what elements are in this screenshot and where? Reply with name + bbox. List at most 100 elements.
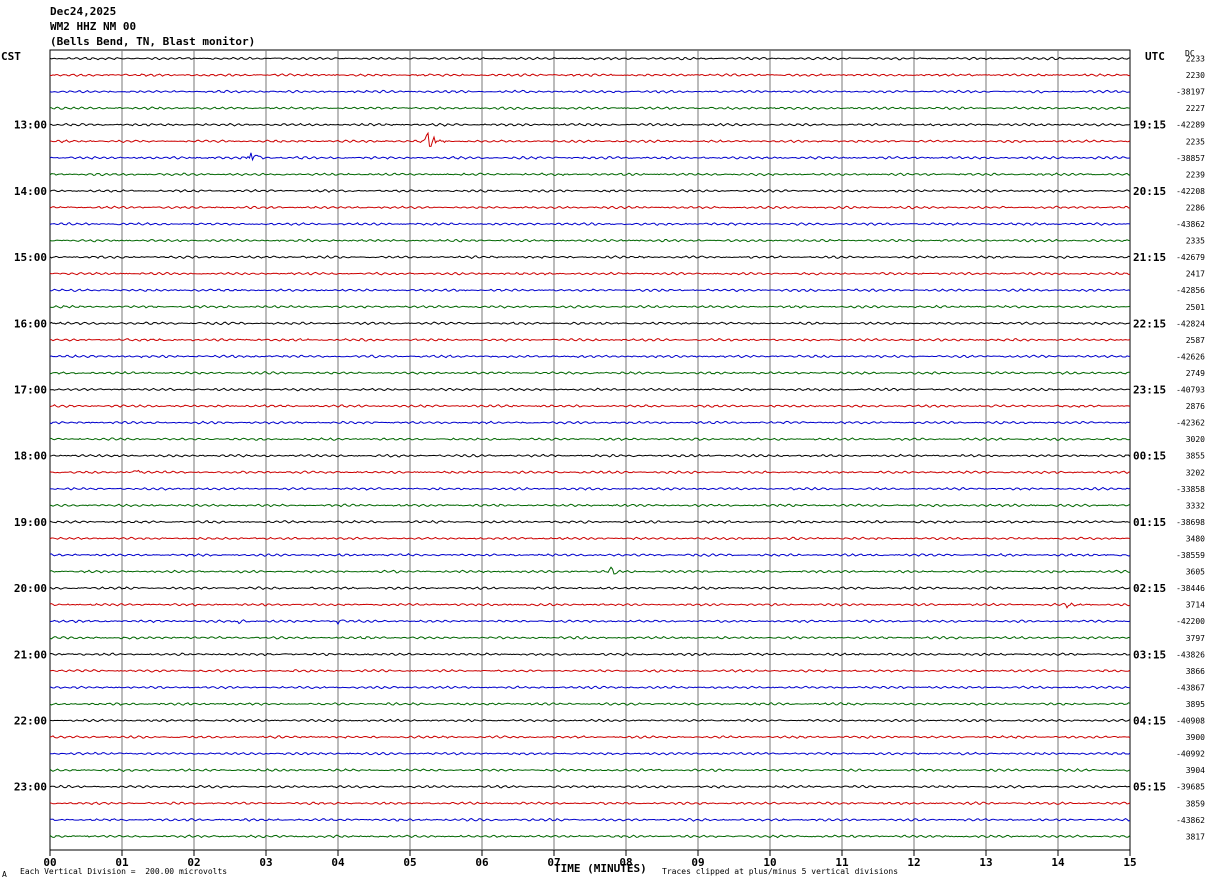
scale-note: Each Vertical Division = 200.00 microvol… (20, 867, 228, 876)
trace-row (49, 131, 1131, 147)
hour-label-cst: 17:00 (14, 384, 47, 397)
trace-row (49, 635, 1131, 640)
trace-row (49, 404, 1131, 408)
hour-label-utc: 01:15 (1133, 516, 1166, 529)
dc-offset-label: 3895 (1186, 700, 1205, 709)
dc-offset-label: 2239 (1186, 170, 1205, 179)
trace-row (49, 453, 1131, 458)
hour-label-utc: 23:15 (1133, 384, 1166, 397)
dc-offset-label: 3817 (1186, 832, 1205, 841)
trace-row (49, 222, 1131, 226)
trace-row (49, 553, 1131, 557)
trace-row (49, 784, 1131, 789)
dc-offset-label: 3202 (1186, 468, 1205, 477)
x-tick-label: 00 (43, 856, 56, 869)
x-tick-label: 03 (259, 856, 272, 869)
dc-offset-label: 3866 (1186, 667, 1205, 676)
hour-label-cst: 15:00 (14, 251, 47, 264)
trace-row (49, 834, 1131, 839)
trace-row (49, 652, 1131, 657)
hour-label-utc: 22:15 (1133, 317, 1166, 330)
dc-offset-label: -42200 (1176, 617, 1205, 626)
dc-offset-label: 3605 (1186, 568, 1205, 577)
x-tick-label: 11 (835, 856, 849, 869)
dc-offset-label: 3480 (1186, 534, 1205, 543)
dc-offset-label: 3855 (1186, 452, 1205, 461)
dc-offset-label: 2587 (1186, 336, 1205, 345)
dc-offset-label: 3020 (1186, 435, 1205, 444)
dc-offset-label: -38559 (1176, 551, 1205, 560)
plot-frame (49, 49, 1131, 851)
trace-row (49, 255, 1131, 259)
trace-row (49, 420, 1131, 425)
trace-row (49, 768, 1131, 773)
x-tick-label: 12 (907, 856, 920, 869)
header-station: WM2 HHZ NM 00 (50, 20, 137, 33)
dc-offset-label: -33858 (1176, 485, 1205, 494)
trace-row (49, 718, 1131, 723)
trace-row (49, 188, 1131, 193)
x-tick-label: 10 (763, 856, 776, 869)
dc-offset-label: 2230 (1186, 71, 1205, 80)
hour-label-utc: 20:15 (1133, 185, 1166, 198)
trace-row (49, 304, 1131, 309)
trace-row (49, 337, 1131, 342)
x-tick-label: 04 (331, 856, 345, 869)
trace-row (49, 817, 1131, 822)
trace-row (49, 519, 1131, 524)
hour-label-cst: 16:00 (14, 317, 47, 330)
trace-row (49, 469, 1131, 475)
hour-label-utc: 00:15 (1133, 450, 1166, 463)
dc-offset-label: -43867 (1176, 683, 1205, 692)
x-tick-label: 06 (475, 856, 489, 869)
dc-offset-label: -42824 (1176, 319, 1205, 328)
trace-row (49, 619, 1131, 626)
hour-label-cst: 22:00 (14, 715, 47, 728)
dc-offset-label: 2749 (1186, 369, 1205, 378)
trace-row (49, 271, 1130, 276)
hour-label-cst: 23:00 (14, 781, 47, 794)
header-date: Dec24,2025 (50, 5, 117, 18)
hour-label-cst: 21:00 (14, 648, 47, 661)
x-axis-title: TIME (MINUTES) (554, 862, 647, 875)
trace-row (49, 89, 1131, 94)
hour-label-utc: 19:15 (1133, 119, 1166, 132)
dc-offset-label: 3332 (1186, 501, 1205, 510)
x-tick-label: 09 (691, 856, 704, 869)
dc-offset-label: 2501 (1186, 303, 1205, 312)
trace-row (49, 238, 1131, 243)
x-tick-label: 14 (1051, 856, 1065, 869)
trace-row (49, 288, 1131, 293)
dc-offset-label: 2233 (1186, 55, 1205, 64)
trace-row (49, 536, 1131, 541)
dc-offset-label: 2417 (1186, 270, 1205, 279)
dc-offset-label: -42856 (1176, 286, 1205, 295)
dc-offset-label: 2876 (1186, 402, 1205, 411)
dc-offset-label: 2227 (1186, 104, 1205, 113)
dc-offset-label: 2286 (1186, 203, 1205, 212)
dc-offset-label: 3859 (1186, 799, 1205, 808)
dc-offset-label: -40992 (1176, 750, 1205, 759)
dc-offset-label: -43826 (1176, 650, 1205, 659)
dc-offset-label: 3904 (1186, 766, 1205, 775)
trace-row (49, 122, 1131, 127)
dc-offset-label: 3714 (1186, 601, 1205, 610)
dc-offset-label: -42289 (1176, 121, 1205, 130)
x-tick-label: 02 (187, 856, 200, 869)
trace-row (49, 602, 1131, 609)
hour-label-utc: 04:15 (1133, 715, 1166, 728)
right-axis-label: UTC (1145, 50, 1165, 63)
header-location: (Bells Bend, TN, Blast monitor) (50, 35, 256, 48)
x-tick-label: 07 (547, 856, 560, 869)
x-tick-label: 13 (979, 856, 992, 869)
dc-offset-label: -40793 (1176, 386, 1205, 395)
trace-row (49, 56, 1131, 61)
trace-row (49, 152, 1131, 162)
dc-offset-label: -39685 (1176, 783, 1205, 792)
trace-row (50, 751, 1131, 756)
dc-offset-label: -43862 (1176, 220, 1205, 229)
trace-row (49, 73, 1131, 77)
x-tick-label: 05 (403, 856, 416, 869)
dc-offset-label: 3900 (1186, 733, 1205, 742)
